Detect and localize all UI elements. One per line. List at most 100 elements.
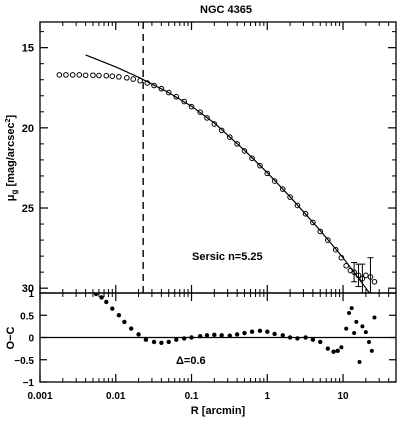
res-y-tick-label: −1: [23, 378, 35, 389]
profile-point: [218, 127, 225, 134]
profile-point: [325, 237, 331, 243]
residual-point: [129, 326, 134, 331]
y-tick-label: 15: [22, 43, 34, 55]
residual-point: [349, 306, 354, 311]
x-tick-label: 0.01: [106, 391, 126, 402]
residual-point: [344, 326, 349, 331]
residual-point: [354, 319, 359, 324]
res-y-tick-label: 1: [28, 289, 34, 300]
delta-annotation: Δ=0.6: [176, 355, 206, 367]
residual-point: [204, 333, 210, 338]
profile-point: [234, 141, 240, 147]
profile-point: [197, 109, 203, 115]
x-tick-label: 0.001: [27, 391, 52, 402]
profile-point: [249, 155, 255, 162]
residual-point: [310, 337, 316, 342]
profile-point: [264, 170, 271, 177]
residual-point: [197, 333, 203, 339]
profile-point: [211, 121, 218, 127]
profile-point: [130, 76, 137, 82]
profile-point: [294, 202, 301, 209]
residual-point: [352, 331, 357, 336]
residual-point: [265, 329, 270, 334]
residual-point: [335, 348, 340, 354]
residual-point: [303, 335, 308, 340]
x-axis-label: R [arcmin]: [191, 405, 246, 417]
residual-point: [357, 359, 362, 364]
profile-point: [287, 194, 293, 200]
profile-point: [173, 93, 180, 100]
residual-point: [366, 339, 371, 344]
profile-point: [116, 74, 122, 80]
profile-point: [158, 85, 165, 92]
profile-point: [257, 162, 263, 169]
res-y-tick-label: 0: [28, 334, 34, 345]
profile-point: [317, 228, 324, 235]
residual-point: [189, 335, 194, 340]
profile-point: [96, 72, 102, 79]
profile-point: [204, 115, 210, 121]
profile-point: [56, 72, 63, 78]
profile-point: [69, 72, 76, 78]
residual-point: [372, 315, 377, 320]
residual-point: [280, 333, 285, 338]
residual-point: [143, 337, 149, 342]
y-tick-label: 25: [22, 203, 34, 215]
profile-point: [271, 178, 278, 184]
profile-point: [363, 272, 369, 279]
profile-point: [103, 72, 110, 79]
residual-point: [339, 345, 344, 350]
residual-point: [287, 335, 293, 340]
chart-title: NGC 4365: [200, 4, 252, 16]
profile-point: [188, 103, 195, 110]
profile-point: [76, 72, 83, 78]
residual-point: [93, 293, 99, 297]
residual-point: [151, 339, 157, 345]
residual-point: [257, 328, 263, 334]
profile-point: [332, 246, 339, 253]
x-tick-label: 10: [337, 391, 349, 402]
residual-point: [116, 313, 122, 318]
profile-point: [63, 72, 69, 78]
main-axis-ticks: 15 20 25 30: [22, 22, 397, 295]
residual-point: [318, 339, 323, 345]
residual-point: [325, 346, 331, 351]
residual-point: [363, 330, 368, 335]
residual-point: [242, 330, 247, 336]
main-series: [56, 22, 378, 293]
residual-point: [234, 332, 240, 337]
profile-point: [226, 134, 233, 140]
residual-point: [369, 348, 374, 353]
y-tick-label: 30: [22, 283, 34, 295]
profile-point: [310, 219, 316, 226]
residual-point: [272, 331, 277, 337]
residual-point: [331, 349, 336, 354]
profile-point: [181, 98, 187, 105]
profile-point: [124, 75, 130, 81]
x-tick-label: 0.1: [185, 391, 199, 402]
residual-point: [159, 340, 164, 346]
profile-point: [151, 82, 157, 89]
residual-point: [219, 333, 224, 338]
residual-y-axis-label: O−C: [5, 326, 17, 349]
residual-point: [110, 306, 115, 311]
residual-point: [104, 299, 109, 305]
sersic-annotation: Sersic n=5.25: [192, 251, 263, 263]
residual-point: [249, 329, 255, 334]
profile-point: [279, 186, 286, 192]
profile-point: [165, 89, 172, 96]
residual-point: [295, 336, 300, 341]
profile-point: [371, 278, 378, 285]
profile-point: [241, 148, 248, 154]
sersic-fit-line: [85, 54, 371, 293]
residual-point: [347, 311, 352, 316]
residual-point: [181, 336, 187, 341]
profile-point: [302, 210, 309, 217]
residual-point: [136, 332, 141, 337]
main-y-axis-label: μg [mag/arcsec2]: [5, 114, 19, 201]
profile-point: [90, 72, 96, 79]
residual-point: [360, 324, 365, 329]
residual-point: [227, 333, 232, 338]
residual-axis-ticks: 0.001 0.01 0.1 1 10 1 0.5 0 −0.5 −1: [14, 289, 397, 402]
